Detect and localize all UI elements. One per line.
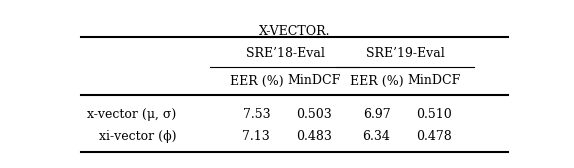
Text: 7.53: 7.53 [243, 108, 270, 121]
Text: 7.13: 7.13 [242, 130, 270, 143]
Text: X-VECTOR.: X-VECTOR. [258, 25, 330, 38]
Text: 0.483: 0.483 [296, 130, 332, 143]
Text: MinDCF: MinDCF [288, 74, 341, 88]
Text: EER (%): EER (%) [230, 74, 283, 88]
Text: 6.34: 6.34 [363, 130, 390, 143]
Text: 6.97: 6.97 [363, 108, 390, 121]
Text: EER (%): EER (%) [350, 74, 404, 88]
Text: xi-vector (ϕ): xi-vector (ϕ) [99, 130, 176, 143]
Text: 0.478: 0.478 [416, 130, 452, 143]
Text: SRE’18-Eval: SRE’18-Eval [246, 47, 325, 60]
Text: 0.503: 0.503 [296, 108, 332, 121]
Text: 0.510: 0.510 [416, 108, 452, 121]
Text: MinDCF: MinDCF [408, 74, 461, 88]
Text: SRE’19-Eval: SRE’19-Eval [366, 47, 445, 60]
Text: x-vector (μ, σ): x-vector (μ, σ) [87, 108, 176, 121]
